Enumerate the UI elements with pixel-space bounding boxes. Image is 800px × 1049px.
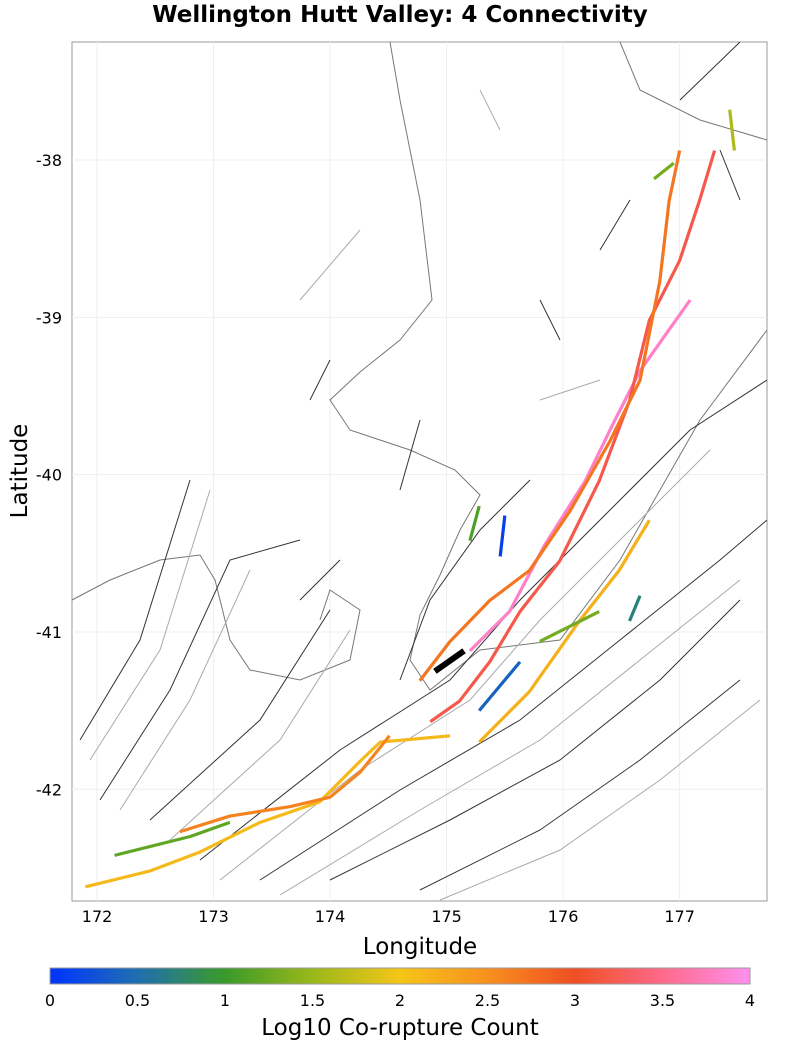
colorbar-tick-label: 3.5 <box>650 991 675 1010</box>
x-axis-label: Longitude <box>363 934 477 960</box>
colorbar-tick-label: 2.5 <box>475 991 500 1010</box>
co-rupture-trace <box>498 515 507 557</box>
colorbar-tick-label: 1 <box>220 991 230 1010</box>
co-rupture-trace <box>539 610 600 643</box>
colorbar <box>49 967 751 985</box>
colorbar-tick-label: 0.5 <box>125 991 150 1010</box>
colorbar-label: Log10 Co-rupture Count <box>261 1015 538 1041</box>
x-tick-label: 172 <box>82 907 113 926</box>
plot-area <box>71 41 768 902</box>
co-rupture-trace <box>652 161 675 181</box>
fault-polygons <box>89 89 761 901</box>
colorbar-tick-label: 1.5 <box>300 991 325 1010</box>
co-rupture-trace <box>468 299 692 652</box>
co-rupture-traces <box>85 109 736 889</box>
colorbar-tick-label: 2 <box>395 991 405 1010</box>
chart-title: Wellington Hutt Valley: 4 Connectivity <box>152 2 648 28</box>
co-rupture-trace <box>85 734 451 889</box>
colorbar-tick-label: 0 <box>45 991 55 1010</box>
co-rupture-trace <box>468 505 481 542</box>
y-tick-label: -41 <box>36 623 62 642</box>
co-rupture-trace <box>418 150 682 682</box>
x-tick-label: 175 <box>431 907 462 926</box>
x-tick-label: 173 <box>198 907 229 926</box>
y-tick-label: -42 <box>36 780 62 799</box>
co-rupture-trace <box>179 734 391 834</box>
colorbar-tick-label: 4 <box>745 991 755 1010</box>
x-tick-label: 176 <box>548 907 579 926</box>
x-tick-label: 177 <box>664 907 695 926</box>
y-tick-label: -38 <box>36 151 62 170</box>
target-fault-trace <box>433 648 466 674</box>
basemap <box>72 42 767 901</box>
co-rupture-trace <box>728 109 736 151</box>
x-tick-label: 174 <box>315 907 346 926</box>
y-tick-label: -39 <box>36 308 62 327</box>
colorbar-tick-label: 3 <box>570 991 580 1010</box>
co-rupture-trace <box>429 150 717 723</box>
co-rupture-trace <box>477 660 522 712</box>
co-rupture-trace <box>628 595 642 622</box>
co-rupture-trace <box>114 820 231 857</box>
y-axis-label: Latitude <box>7 424 33 519</box>
y-tick-label: -40 <box>36 466 62 485</box>
background-faults <box>79 42 767 891</box>
